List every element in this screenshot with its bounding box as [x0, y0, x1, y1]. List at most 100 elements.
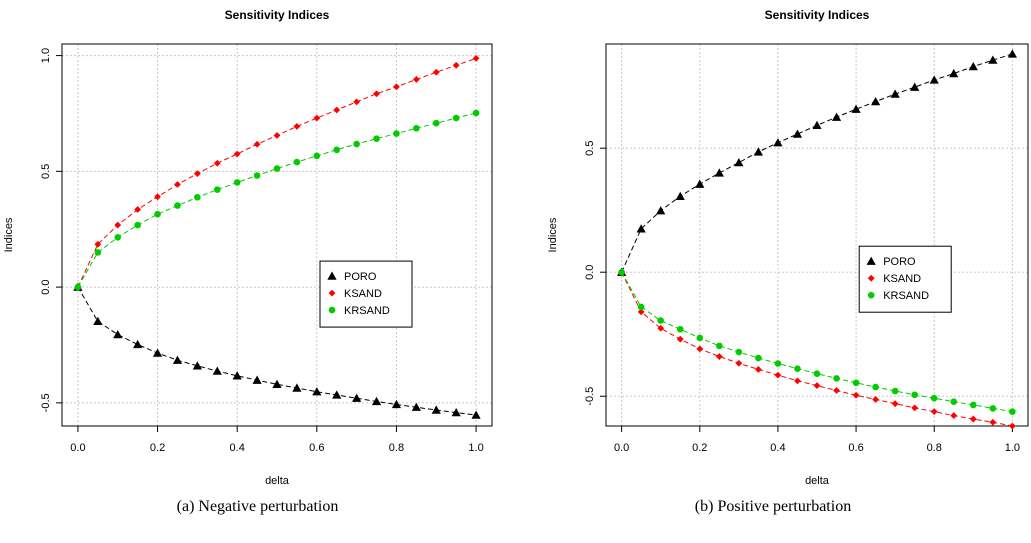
data-point-ksand — [293, 123, 301, 130]
legend-box — [319, 260, 413, 328]
legend-marker-poro — [327, 271, 337, 280]
legend-label-krsand: KRSAND — [344, 305, 390, 317]
data-point-ksand — [154, 193, 161, 201]
caption-positive: (b) Positive perturbation — [694, 498, 852, 515]
series-ksand — [74, 54, 480, 291]
data-point-poro — [929, 75, 939, 84]
plot-frame — [61, 43, 493, 427]
data-point-krsand — [293, 158, 301, 166]
data-point-krsand — [676, 325, 684, 333]
data-point-ksand — [637, 308, 645, 316]
data-point-krsand — [333, 146, 341, 154]
data-point-krsand — [213, 186, 221, 193]
data-point-ksand — [432, 68, 440, 76]
data-point-krsand — [413, 124, 420, 132]
legend-marker-ksand — [867, 274, 875, 282]
y-tick-label: 0.0 — [40, 279, 52, 294]
x-tick-label: 0.8 — [389, 442, 404, 454]
legend: PORO KSAND KRSAND — [319, 260, 413, 328]
data-point-poro — [391, 399, 402, 409]
data-point-krsand — [618, 268, 625, 276]
data-point-ksand — [193, 170, 201, 178]
data-point-poro — [292, 383, 302, 392]
data-point-ksand — [930, 408, 938, 416]
x-tick-label: 1.0 — [468, 442, 483, 454]
data-point-krsand — [813, 370, 821, 377]
data-point-ksand — [333, 106, 341, 114]
grid — [62, 44, 492, 426]
x-tick-label: 0.8 — [927, 442, 942, 454]
data-point-krsand — [969, 401, 977, 409]
data-point-poro — [451, 407, 461, 417]
legend-box — [858, 245, 952, 313]
data-point-poro — [792, 129, 803, 138]
data-point-ksand — [373, 90, 380, 98]
data-point-krsand — [852, 379, 860, 387]
data-point-ksand — [852, 391, 860, 399]
data-point-poro — [431, 405, 441, 414]
data-point-krsand — [74, 283, 82, 291]
data-point-krsand — [134, 221, 141, 229]
x-tick-label: 0.0 — [70, 442, 85, 454]
series-line-krsand — [621, 271, 1013, 413]
data-point-poro — [656, 206, 666, 215]
data-point-ksand — [774, 371, 782, 379]
data-point-ksand — [754, 366, 762, 373]
data-point-poro — [988, 55, 998, 64]
data-point-poro — [968, 61, 978, 71]
data-point-ksand — [794, 377, 801, 385]
data-point-krsand — [452, 114, 460, 122]
data-point-krsand — [253, 172, 261, 179]
data-point-poro — [1007, 49, 1017, 58]
data-point-ksand — [657, 324, 665, 332]
x-tick-label: 0.4 — [230, 442, 245, 454]
chart-positive-perturbation: Sensitivity Indices 0.0 0.2 0.4 0.6 0.8 1.0 -0.… — [547, 8, 1029, 487]
legend-marker-krsand — [867, 291, 875, 299]
data-point-krsand — [353, 140, 360, 148]
x-tick-label: 0.4 — [770, 442, 785, 454]
data-point-poro — [272, 379, 282, 389]
data-point-ksand — [94, 240, 102, 248]
data-point-krsand — [696, 334, 704, 342]
data-point-poro — [773, 138, 783, 147]
data-point-poro — [172, 355, 183, 364]
data-point-ksand — [213, 159, 221, 167]
data-point-poro — [812, 120, 822, 130]
data-point-krsand — [872, 383, 879, 391]
plot-frame — [605, 43, 1029, 427]
data-point-ksand — [114, 221, 122, 229]
y-tick-label: -0.5 — [584, 387, 596, 406]
chart-title: Sensitivity Indices — [765, 8, 870, 22]
series-krsand — [74, 109, 480, 291]
y-tick-label: 0.5 — [40, 164, 52, 179]
data-point-krsand — [273, 165, 281, 172]
data-point-poro — [851, 104, 861, 113]
x-tick-label: 0.6 — [848, 442, 863, 454]
data-point-ksand — [891, 400, 899, 408]
data-point-ksand — [412, 76, 420, 83]
data-point-ksand — [989, 418, 997, 426]
data-point-poro — [332, 390, 342, 399]
data-point-krsand — [154, 210, 161, 218]
data-point-krsand — [735, 348, 743, 356]
data-point-krsand — [794, 365, 801, 373]
legend-marker-ksand — [328, 289, 336, 297]
legend: PORO KSAND KRSAND — [858, 245, 952, 313]
data-point-ksand — [273, 132, 281, 139]
data-point-krsand — [657, 317, 665, 324]
data-point-krsand — [950, 398, 958, 405]
data-point-krsand — [716, 342, 723, 350]
data-point-ksand — [969, 415, 977, 423]
series-krsand — [618, 268, 1016, 415]
y-axis-label: Indices — [3, 217, 15, 252]
data-point-ksand — [950, 412, 958, 419]
legend-marker-poro — [866, 256, 876, 265]
data-point-poro — [871, 96, 881, 106]
data-point-poro — [949, 68, 959, 78]
x-axis-label: delta — [805, 475, 830, 487]
data-point-ksand — [872, 396, 880, 403]
data-point-ksand — [472, 54, 480, 62]
data-point-ksand — [696, 345, 704, 353]
data-point-ksand — [1008, 422, 1016, 430]
data-point-krsand — [393, 130, 400, 137]
